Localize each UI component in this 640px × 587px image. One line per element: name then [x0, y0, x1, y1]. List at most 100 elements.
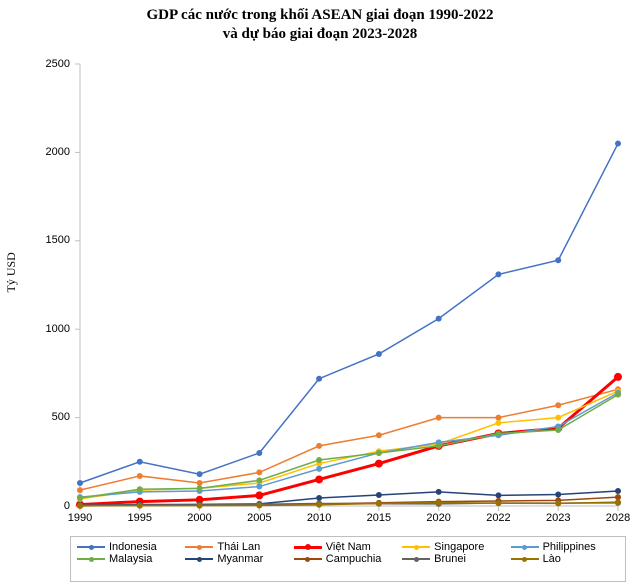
- legend-item-philippines: Philippines: [511, 541, 619, 553]
- series-marker-thailand: [137, 473, 143, 479]
- series-marker-vietnam: [375, 460, 383, 468]
- series-marker-indonesia: [495, 271, 501, 277]
- x-tick-label: 2000: [187, 512, 211, 524]
- series-marker-philippines: [256, 484, 262, 490]
- legend-label-thailand: Thái Lan: [217, 541, 260, 553]
- legend-swatch-malaysia: [77, 554, 105, 564]
- x-tick-label: 2010: [307, 512, 331, 524]
- legend-item-malaysia: Malaysia: [77, 553, 185, 565]
- series-marker-myanmar: [615, 488, 621, 494]
- legend-label-vietnam: Việt Nam: [326, 541, 371, 553]
- legend-label-indonesia: Indonesia: [109, 541, 157, 553]
- series-marker-laos: [256, 502, 262, 508]
- legend-item-vietnam: Việt Nam: [294, 541, 402, 553]
- legend-item-indonesia: Indonesia: [77, 541, 185, 553]
- series-marker-malaysia: [376, 450, 382, 456]
- legend-swatch-myanmar: [185, 554, 213, 564]
- plot-area: [68, 58, 626, 528]
- series-marker-thailand: [376, 432, 382, 438]
- legend-label-singapore: Singapore: [434, 541, 484, 553]
- series-marker-laos: [436, 500, 442, 506]
- x-tick-label: 2005: [247, 512, 271, 524]
- series-marker-malaysia: [615, 392, 621, 398]
- series-marker-malaysia: [555, 427, 561, 433]
- series-marker-indonesia: [436, 316, 442, 322]
- y-tick-label: 2500: [46, 58, 70, 70]
- legend-label-philippines: Philippines: [543, 541, 596, 553]
- chart-title-line1: GDP các nước trong khối ASEAN giai đoạn …: [146, 7, 493, 23]
- legend-swatch-brunei: [402, 554, 430, 564]
- x-tick-label: 1990: [68, 512, 92, 524]
- series-marker-indonesia: [77, 480, 83, 486]
- series-marker-indonesia: [316, 376, 322, 382]
- legend-item-thailand: Thái Lan: [185, 541, 293, 553]
- series-marker-indonesia: [376, 351, 382, 357]
- series-marker-malaysia: [316, 457, 322, 463]
- y-tick-label: 1000: [46, 323, 70, 335]
- legend-swatch-singapore: [402, 542, 430, 552]
- series-marker-thailand: [77, 487, 83, 493]
- legend-item-laos: Lào: [511, 553, 619, 565]
- series-marker-laos: [495, 500, 501, 506]
- series-marker-laos: [555, 500, 561, 506]
- legend-swatch-vietnam: [294, 542, 322, 552]
- series-marker-laos: [615, 499, 621, 505]
- series-marker-thailand: [197, 480, 203, 486]
- series-marker-laos: [197, 503, 203, 509]
- series-marker-laos: [316, 502, 322, 508]
- y-axis-label: Tỷ USD: [4, 252, 19, 292]
- legend: Indonesia Thái Lan Việt Nam Singapore Philip…: [70, 536, 626, 582]
- series-marker-malaysia: [256, 477, 262, 483]
- series-marker-thailand: [316, 443, 322, 449]
- series-marker-thailand: [256, 469, 262, 475]
- legend-swatch-cambodia: [294, 554, 322, 564]
- legend-swatch-thailand: [185, 542, 213, 552]
- series-marker-thailand: [555, 402, 561, 408]
- series-marker-indonesia: [555, 257, 561, 263]
- series-marker-vietnam: [614, 373, 622, 381]
- series-marker-myanmar: [495, 492, 501, 498]
- series-marker-thailand: [495, 415, 501, 421]
- series-line-philippines: [80, 393, 618, 497]
- legend-label-cambodia: Campuchia: [326, 553, 382, 565]
- x-tick-label: 1995: [128, 512, 152, 524]
- series-marker-malaysia: [197, 485, 203, 491]
- series-marker-singapore: [555, 415, 561, 421]
- legend-label-brunei: Brunei: [434, 553, 466, 565]
- series-marker-thailand: [436, 415, 442, 421]
- x-tick-label: 2015: [367, 512, 391, 524]
- series-marker-indonesia: [137, 459, 143, 465]
- x-tick-label: 2023: [546, 512, 570, 524]
- series-marker-laos: [137, 503, 143, 509]
- x-tick-label: 2028: [606, 512, 630, 524]
- series-marker-vietnam: [315, 475, 323, 483]
- series-marker-malaysia: [495, 431, 501, 437]
- x-tick-label: 2022: [486, 512, 510, 524]
- series-marker-laos: [376, 501, 382, 507]
- legend-swatch-philippines: [511, 542, 539, 552]
- legend-label-malaysia: Malaysia: [109, 553, 152, 565]
- y-tick-label: 500: [52, 411, 70, 423]
- legend-item-singapore: Singapore: [402, 541, 510, 553]
- asean-gdp-chart: GDP các nước trong khối ASEAN giai đoạn …: [0, 0, 640, 587]
- chart-title-line2: và dự báo giai đoạn 2023-2028: [223, 26, 417, 42]
- legend-item-cambodia: Campuchia: [294, 553, 402, 565]
- series-marker-indonesia: [615, 141, 621, 147]
- series-marker-myanmar: [555, 492, 561, 498]
- y-tick-label: 0: [64, 500, 70, 512]
- legend-item-brunei: Brunei: [402, 553, 510, 565]
- legend-swatch-indonesia: [77, 542, 105, 552]
- legend-label-laos: Lào: [543, 553, 561, 565]
- legend-label-myanmar: Myanmar: [217, 553, 263, 565]
- chart-title: GDP các nước trong khối ASEAN giai đoạn …: [0, 6, 640, 44]
- series-marker-malaysia: [77, 495, 83, 501]
- series-marker-vietnam: [255, 491, 263, 499]
- series-marker-indonesia: [256, 450, 262, 456]
- series-marker-myanmar: [376, 492, 382, 498]
- series-line-singapore: [80, 391, 618, 499]
- series-line-thailand: [80, 389, 618, 490]
- x-tick-label: 2020: [426, 512, 450, 524]
- legend-item-myanmar: Myanmar: [185, 553, 293, 565]
- series-marker-myanmar: [316, 495, 322, 501]
- y-tick-label: 2000: [46, 146, 70, 158]
